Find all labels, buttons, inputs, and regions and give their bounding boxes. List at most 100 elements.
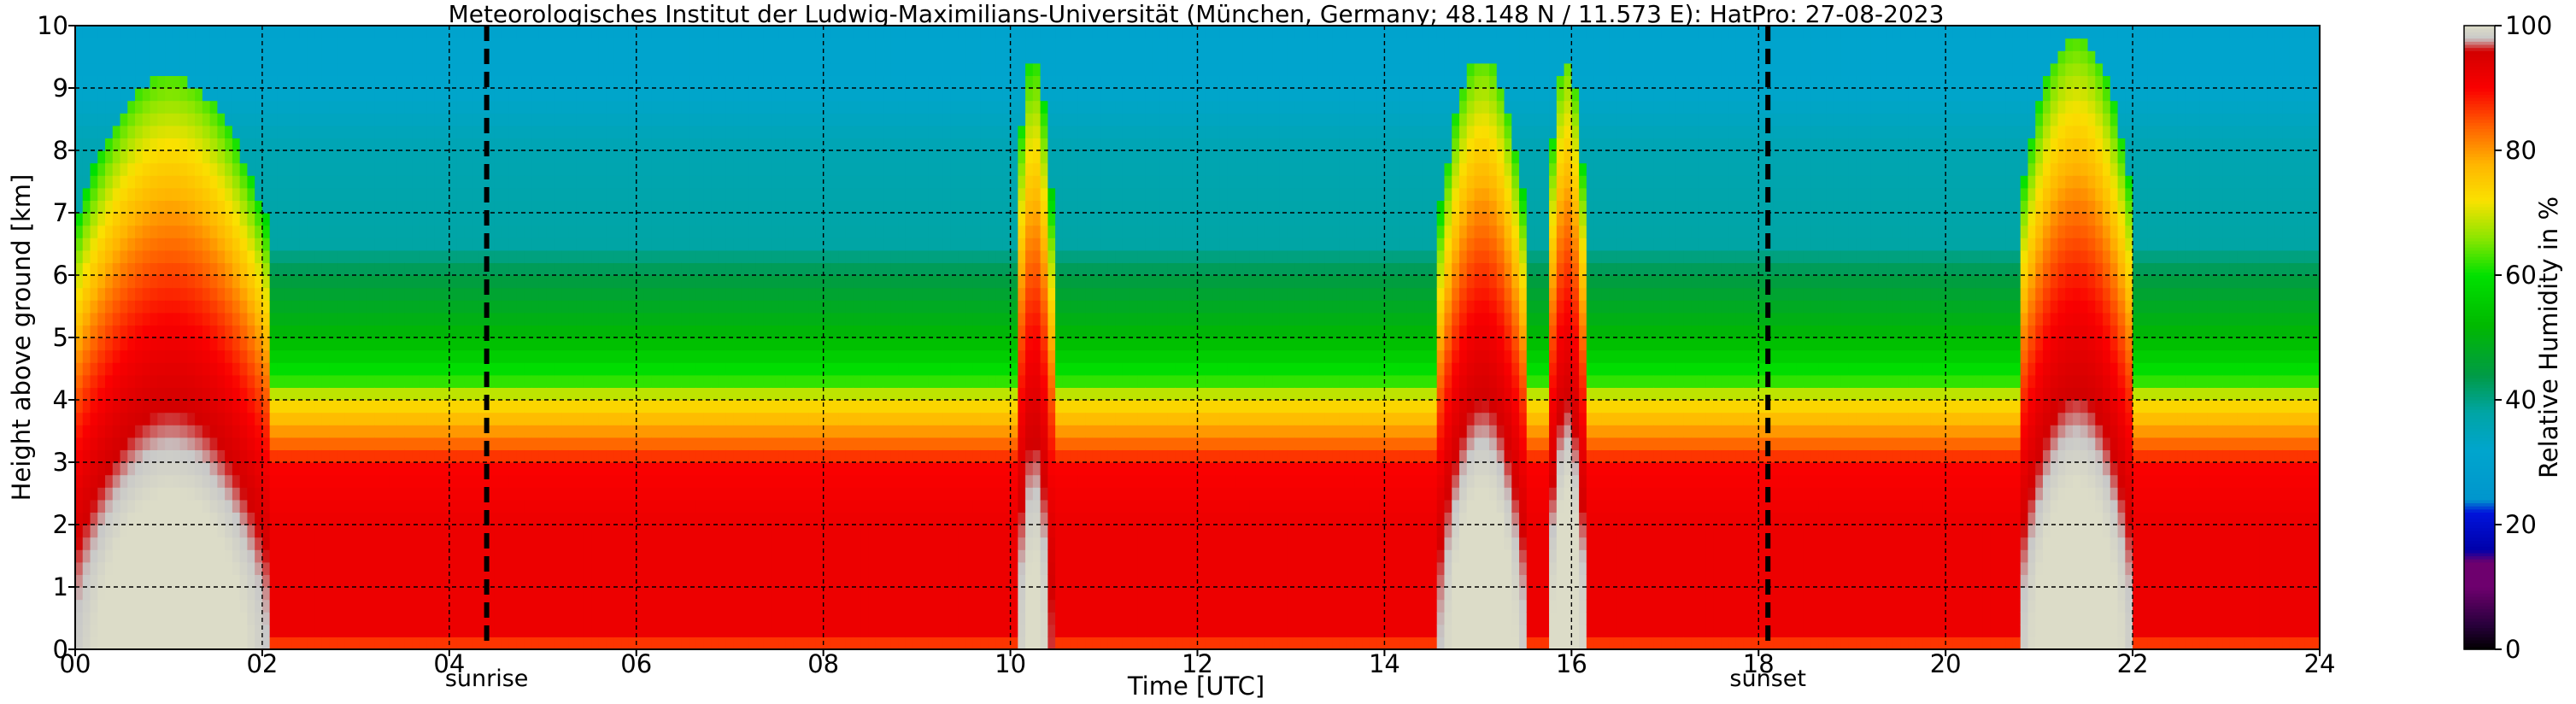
heatmap-cell [247,487,255,501]
heatmap-cell [90,637,98,649]
heatmap-cell [269,349,279,363]
heatmap-cell [374,474,383,488]
heatmap-cell [584,75,592,89]
heatmap-cell [426,38,435,51]
heatmap-cell [232,561,241,575]
heatmap-cell [703,249,712,263]
heatmap-cell [285,387,293,401]
heatmap-cell [711,75,719,89]
heatmap-cell [269,187,279,201]
heatmap-cell [472,275,480,289]
heatmap-cell [172,75,181,89]
heatmap-cell [651,175,660,189]
heatmap-cell [778,275,787,289]
heatmap-cell [561,275,570,289]
heatmap-cell [179,387,188,401]
heatmap-cell [337,499,345,513]
heatmap-cell [651,349,660,363]
heatmap-cell [546,525,555,538]
heatmap-cell [247,561,255,575]
heatmap-cell [261,374,271,388]
heatmap-cell [90,612,98,625]
heatmap-cell [442,175,450,189]
heatmap-cell [755,162,765,176]
heatmap-cell [538,200,548,214]
heatmap-cell [628,26,637,39]
heatmap-cell [606,449,615,463]
heatmap-cell [321,325,331,338]
heatmap-cell [538,362,548,376]
heatmap-cell [105,38,114,51]
heatmap-cell [75,499,84,513]
heatmap-cell [419,337,428,351]
heatmap-cell [748,349,757,363]
heatmap-cell [434,200,443,214]
heatmap-cell [449,512,458,525]
heatmap-cell [329,400,338,414]
heatmap-cell [120,612,128,625]
heatmap-cell [269,499,279,513]
heatmap-cell [606,412,615,425]
heatmap-cell [277,561,285,575]
heatmap-cell [733,412,742,425]
heatmap-cell [755,275,765,289]
heatmap-cell [150,138,158,151]
heatmap-cell [546,574,555,588]
heatmap-cell [472,437,480,450]
heatmap-cell [778,175,787,189]
heatmap-cell [105,325,114,338]
heatmap-cell [285,275,293,289]
heatmap-cell [681,599,689,613]
heatmap-cell [643,125,652,138]
heatmap-cell [584,499,592,513]
heatmap-cell [90,249,98,263]
heatmap-cell [291,349,301,363]
heatmap-cell [755,487,765,501]
heatmap-cell [209,125,218,138]
heatmap-cell [681,88,689,102]
heatmap-cell [778,88,787,102]
heatmap-cell [374,262,383,276]
heatmap-cell [793,437,801,450]
heatmap-cell [801,400,809,414]
heatmap-cell [359,437,368,450]
heatmap-cell [546,175,555,189]
heatmap-cell [82,499,91,513]
heatmap-cell [396,512,405,525]
heatmap-cell [442,325,450,338]
heatmap-cell [748,312,757,326]
heatmap-cell [464,561,472,575]
heatmap-cell [247,387,255,401]
heatmap-cell [352,113,361,126]
heatmap-cell [719,474,727,488]
heatmap-cell [613,38,622,51]
heatmap-cell [524,425,532,438]
heatmap-cell [755,88,765,102]
heatmap-cell [516,549,525,563]
heatmap-cell [568,387,578,401]
heatmap-cell [621,512,630,525]
heatmap-cell [711,187,719,201]
heatmap-cell [217,499,226,513]
heatmap-cell [172,88,181,102]
heatmap-cell [598,387,607,401]
heatmap-cell [478,574,488,588]
heatmap-cell [681,238,689,251]
heatmap-cell [120,262,128,276]
heatmap-cell [127,437,136,450]
heatmap-cell [636,362,645,376]
heatmap-cell [554,113,562,126]
heatmap-cell [494,599,502,613]
heatmap-cell [584,38,592,51]
heatmap-cell [494,425,502,438]
heatmap-cell [538,38,548,51]
heatmap-cell [291,400,301,414]
heatmap-cell [396,225,405,238]
heatmap-cell [568,113,578,126]
heatmap-cell [464,88,472,102]
heatmap-cell [613,512,622,525]
heatmap-cell [711,213,719,226]
heatmap-cell [209,425,218,438]
heatmap-cell [314,275,323,289]
heatmap-cell [396,187,405,201]
